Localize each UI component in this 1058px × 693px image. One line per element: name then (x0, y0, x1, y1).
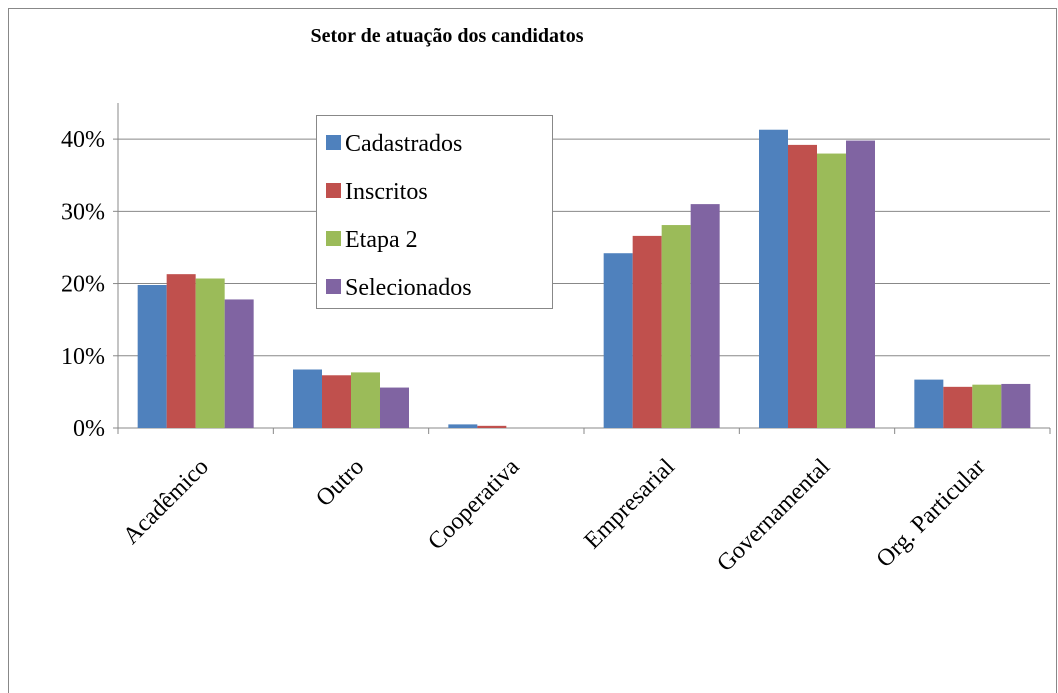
legend-label: Etapa 2 (345, 227, 418, 253)
bar (914, 379, 944, 428)
bar (788, 144, 817, 428)
y-tick-label: 10% (61, 344, 105, 370)
bar (137, 285, 167, 428)
bar (690, 204, 720, 428)
legend-swatch (326, 231, 341, 246)
bar (293, 369, 322, 428)
bar (351, 372, 380, 428)
bar (166, 274, 196, 428)
bar (477, 425, 507, 428)
bar (448, 424, 478, 428)
bar (195, 278, 225, 428)
legend-swatch (326, 183, 341, 198)
bar (972, 384, 1002, 428)
legend-swatch (326, 279, 341, 294)
bar (322, 375, 351, 428)
bar (846, 140, 875, 429)
bar (817, 153, 846, 429)
bar (380, 387, 409, 428)
y-tick-label: 0% (73, 416, 105, 442)
legend-box (316, 115, 553, 309)
legend-swatch (326, 135, 341, 150)
bar (603, 253, 633, 428)
bar (661, 225, 691, 428)
y-tick-label: 40% (61, 127, 105, 153)
legend-label: Selecionados (345, 275, 472, 301)
y-tick-label: 30% (61, 199, 105, 225)
bar (224, 299, 254, 428)
y-tick-label: 20% (61, 272, 105, 298)
chart-title: Setor de atuação dos candidatos (311, 25, 584, 47)
legend-label: Inscritos (345, 179, 428, 205)
bar (1001, 383, 1031, 428)
bar (632, 235, 662, 428)
legend-label: Cadastrados (345, 131, 462, 157)
bar (943, 386, 973, 428)
legend: Cadastrados Inscritos Etapa 2 Selecionados (316, 115, 553, 309)
bar (759, 129, 788, 428)
